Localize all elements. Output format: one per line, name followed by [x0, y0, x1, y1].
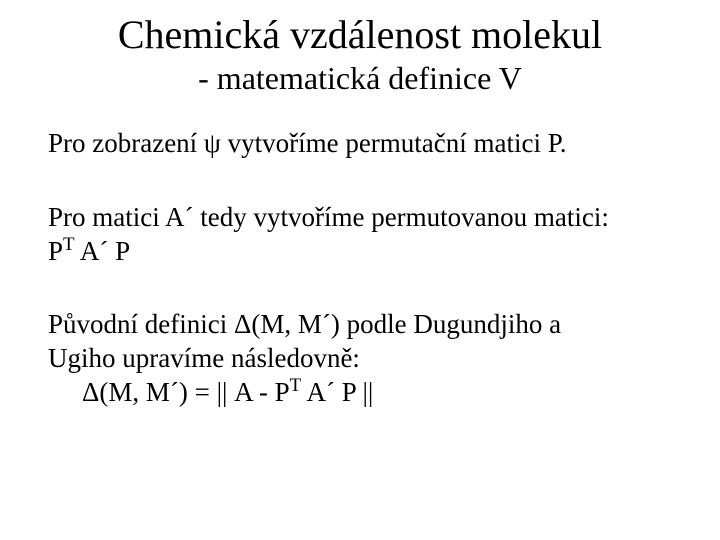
para2-formula-pre: P	[48, 236, 63, 266]
paragraph-2: Pro matici A´ tedy vytvoříme permutovano…	[48, 201, 672, 269]
para3-formula: Δ(M, M´) = || A - PT A´ P ||	[48, 377, 373, 407]
paragraph-3: Původní definici Δ(M, M´) podle Dugundji…	[48, 308, 672, 409]
para2-line1: Pro matici A´ tedy vytvoříme permutovano…	[48, 202, 609, 232]
slide-title: Chemická vzdálenost molekul	[48, 12, 672, 58]
slide-subtitle: - matematická definice V	[48, 60, 672, 97]
para2-superscript: T	[63, 234, 75, 255]
paragraph-1: Pro zobrazení ψ vytvoříme permutační mat…	[48, 127, 672, 161]
para3-formula-post: A´ P ||	[301, 377, 373, 407]
para3-line1: Původní definici Δ(M, M´) podle Dugundji…	[48, 309, 561, 339]
para3-line2: Ugiho upravíme následovně:	[48, 343, 360, 373]
para3-formula-pre: Δ(M, M´) = || A - P	[82, 377, 290, 407]
para3-superscript: T	[290, 375, 302, 396]
para2-formula-post: A´ P	[75, 236, 131, 266]
